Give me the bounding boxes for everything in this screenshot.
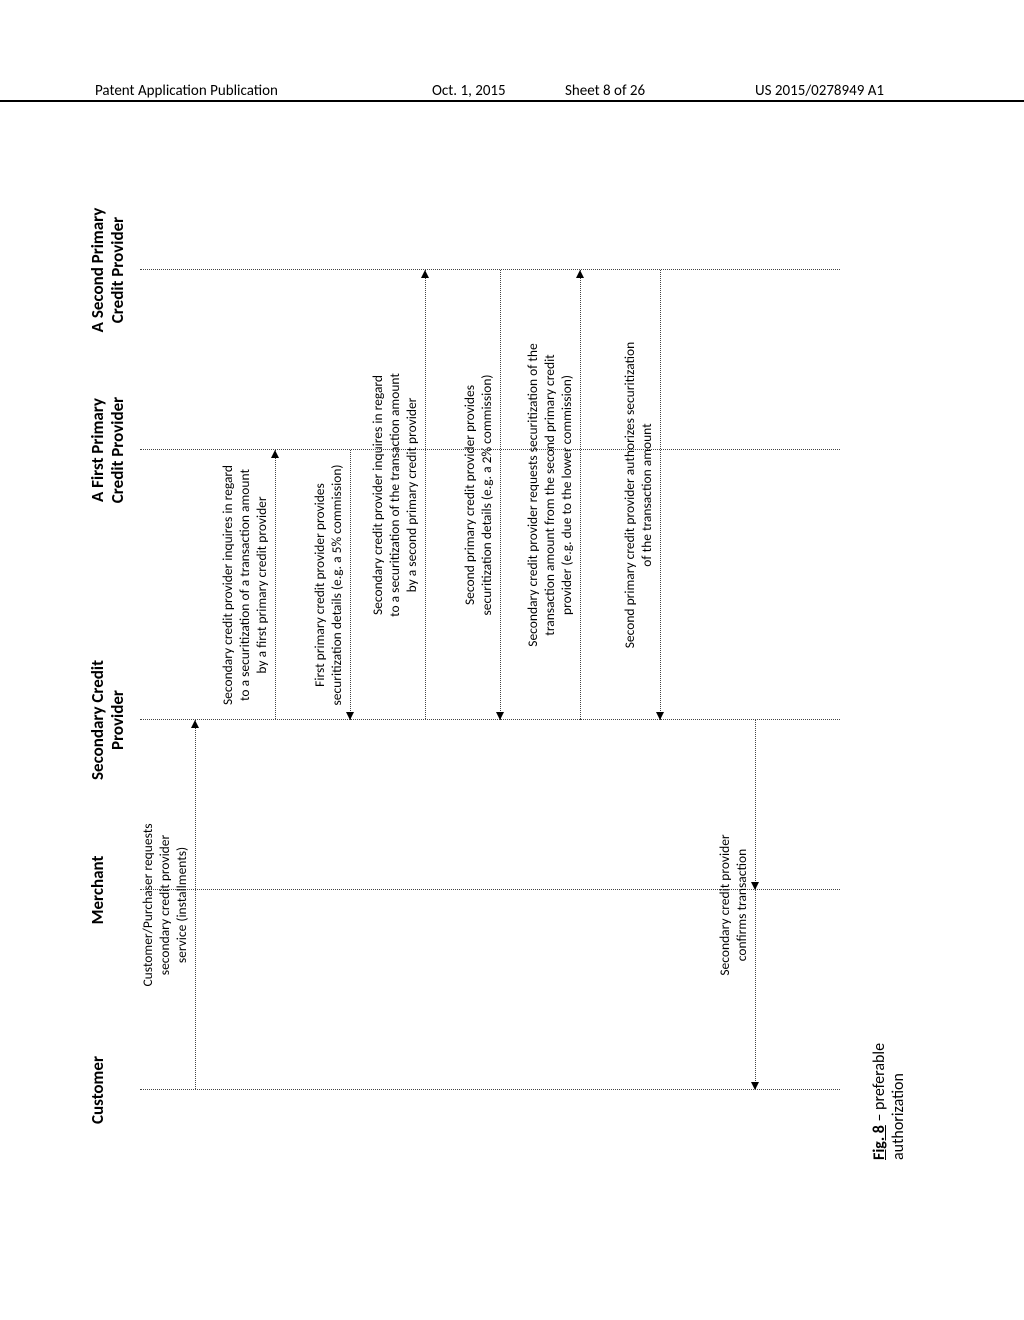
arrow-line-5 (580, 270, 581, 720)
actor-label-secondary: Secondary CreditProvider (88, 640, 127, 800)
message-2: First primary credit provider providesse… (312, 440, 346, 730)
sequence-diagram: Customer Merchant Secondary CreditProvider… (80, 160, 940, 1170)
header-publisher: Patent Application Publication (95, 82, 278, 100)
arrow-head-0 (191, 720, 199, 728)
arrow-head-3 (421, 270, 429, 278)
message-5: Secondary credit provider requests secur… (525, 260, 576, 730)
header-date: Oct. 1, 2015 (432, 82, 506, 100)
arrow-line-3 (425, 270, 426, 720)
header-pubno: US 2015/0278949 A1 (755, 82, 884, 100)
arrow-head-4 (496, 712, 504, 720)
arrow-head-7 (751, 1082, 759, 1090)
message-1: Secondary credit provider inquires in re… (220, 440, 271, 730)
actor-label-customer: Customer (88, 1010, 108, 1170)
message-0: Customer/Purchaser requestssecondary cre… (140, 710, 191, 1100)
message-3: Secondary credit provider inquires in re… (370, 260, 421, 730)
sequence-diagram-container: CustomerMerchantSecondary CreditProvider… (5, 235, 1015, 1095)
page-header: Patent Application Publication Oct. 1, 2… (0, 82, 1024, 102)
arrow-head-1 (271, 450, 279, 458)
arrow-line-7 (755, 720, 756, 1090)
figure-caption: Fig. 8 – preferableauthorization (870, 1043, 908, 1160)
actor-label-second_primary: A Second PrimaryCredit Provider (88, 190, 127, 350)
arrow-line-2 (350, 450, 351, 720)
arrow-line-1 (275, 450, 276, 720)
arrow-head-5 (576, 270, 584, 278)
arrow-head-2 (346, 712, 354, 720)
message-7: Secondary credit providerconfirms transa… (717, 710, 751, 1100)
arrow-line-4 (500, 270, 501, 720)
arrow-head-6 (656, 712, 664, 720)
actor-label-merchant: Merchant (88, 810, 108, 970)
arrow-head-extra-7 (751, 882, 759, 890)
header-sheet: Sheet 8 of 26 (565, 82, 645, 100)
arrow-line-0 (195, 720, 196, 1090)
arrow-line-6 (660, 270, 661, 720)
actor-label-first_primary: A First PrimaryCredit Provider (88, 370, 127, 530)
message-4: Second primary credit provider providess… (462, 260, 496, 730)
message-6: Second primary credit provider authorize… (622, 260, 656, 730)
